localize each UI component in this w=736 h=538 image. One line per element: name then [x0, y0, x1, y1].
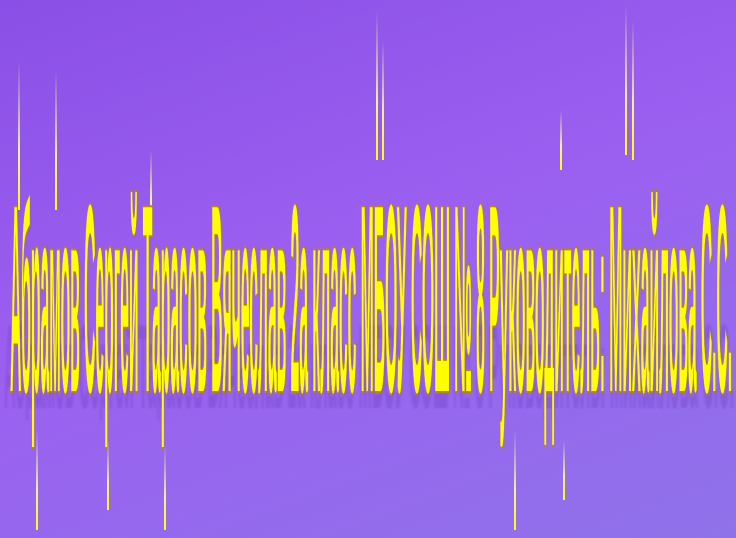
light-streak: [563, 440, 565, 500]
light-streak: [376, 10, 378, 160]
light-streak: [18, 60, 20, 210]
light-streak: [55, 70, 57, 210]
light-streak: [36, 430, 38, 530]
light-streak: [164, 445, 166, 530]
title-shadow: Абрамов Сергей Тарасов Вячеслав 2а класс…: [4, 300, 734, 420]
light-streak: [560, 110, 562, 170]
light-streak: [632, 20, 634, 160]
light-streak: [150, 150, 152, 230]
light-streak: [382, 40, 384, 160]
title-shadow-text: Абрамов Сергей Тарасов Вячеслав 2а класс…: [4, 300, 734, 420]
light-streak: [625, 5, 627, 155]
light-streak: [514, 430, 516, 530]
slide-title: Абрамов Сергей Тарасов Вячеслав 2а класс…: [10, 149, 732, 450]
light-streak: [107, 440, 109, 510]
